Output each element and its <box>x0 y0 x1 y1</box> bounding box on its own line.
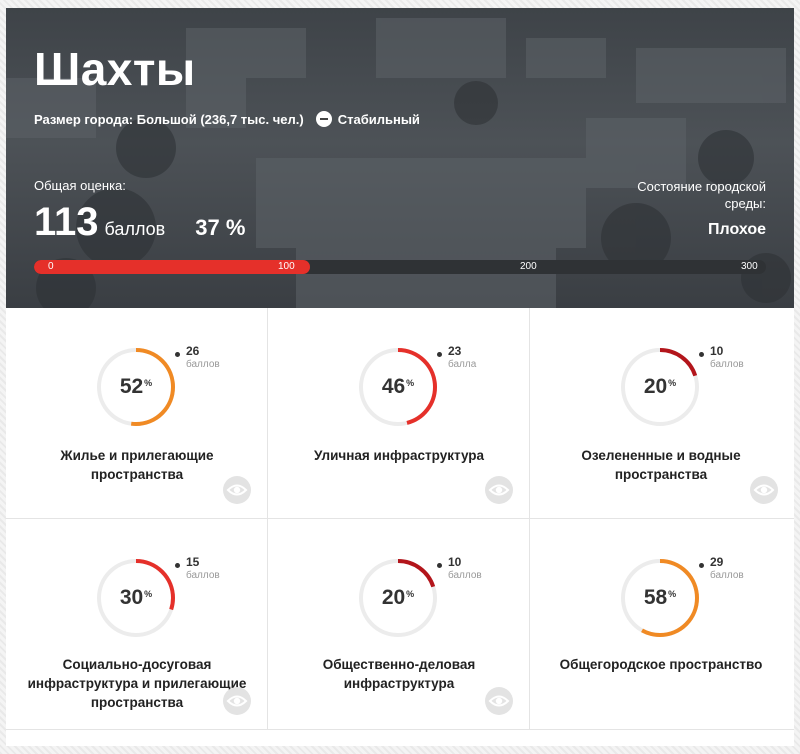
scale-tick-100: 100 <box>278 261 295 272</box>
category-percent-value: 46 <box>381 375 406 398</box>
category-points: 23 <box>448 344 462 358</box>
eye-icon[interactable] <box>223 476 251 504</box>
city-size-line: Размер города: Большой (236,7 тыс. чел.)… <box>34 111 420 127</box>
progress-ring-arc <box>97 559 175 637</box>
category-percent: 20% <box>618 345 702 429</box>
points-bullet-icon <box>437 563 442 568</box>
progress-ring-arc <box>621 348 699 426</box>
progress-ring-arc <box>359 559 437 637</box>
city-trend: Стабильный <box>337 111 420 127</box>
category-percent: 52% <box>94 345 178 429</box>
city-name: Шахты <box>34 43 196 95</box>
points-bullet-icon <box>175 352 180 357</box>
category-points-unit: баллов <box>186 570 220 581</box>
category-points-unit: балла <box>448 359 477 370</box>
category-percent: 46% <box>356 345 440 429</box>
city-header: Шахты Размер города: Большой (236,7 тыс.… <box>6 8 794 308</box>
scale-tick-0: 0 <box>48 261 54 272</box>
progress-ring-arc <box>621 559 699 637</box>
eye-icon[interactable] <box>750 476 778 504</box>
overall-score-unit: баллов <box>104 219 166 239</box>
category-progress-ring <box>97 348 175 426</box>
category-progress-ring <box>621 559 699 637</box>
category-card-public-business[interactable]: 20% 10 баллов Общественно-деловая инфрастру… <box>268 519 530 730</box>
points-bullet-icon <box>699 352 704 357</box>
percent-sign: % <box>668 378 677 388</box>
category-progress-ring <box>359 348 437 426</box>
category-points: 26 <box>186 344 200 358</box>
category-percent-value: 58 <box>643 586 668 609</box>
eye-icon[interactable] <box>223 687 251 715</box>
points-bullet-icon <box>437 352 442 357</box>
category-points: 10 <box>448 555 462 569</box>
eye-icon[interactable] <box>485 687 513 715</box>
eye-icon[interactable] <box>485 476 513 504</box>
scale-tick-300: 300 <box>741 261 758 272</box>
percent-sign: % <box>144 378 153 388</box>
points-bullet-icon <box>699 563 704 568</box>
category-progress-ring <box>97 559 175 637</box>
category-progress-ring <box>359 559 437 637</box>
category-card-green-water[interactable]: 20% 10 баллов Озелененные и водные простран… <box>530 308 794 519</box>
category-percent-value: 20 <box>643 375 668 398</box>
score-scale-bar: 0 100 200 300 <box>34 260 766 274</box>
category-percent: 30% <box>94 556 178 640</box>
progress-ring-arc <box>359 348 437 426</box>
category-percent: 58% <box>618 556 702 640</box>
category-grid: 52% 26 баллов Жилье и прилегающие пространс… <box>6 308 794 746</box>
category-title: Общегородское пространство <box>559 657 763 672</box>
category-progress-ring <box>621 348 699 426</box>
category-points-unit: баллов <box>710 359 744 370</box>
category-card-social-leisure[interactable]: 30% 15 баллов Социально-досуговая инфрастру… <box>6 519 268 730</box>
category-points: 10 <box>710 344 724 358</box>
category-points: 29 <box>710 555 724 569</box>
category-card-citywide[interactable]: 58% 29 баллов Общегородское пространство <box>530 519 794 730</box>
scale-tick-200: 200 <box>520 261 537 272</box>
category-points-unit: баллов <box>710 570 744 581</box>
category-points: 15 <box>186 555 200 569</box>
city-rating-widget: Шахты Размер города: Большой (236,7 тыс.… <box>6 8 794 746</box>
category-card-street-infra[interactable]: 46% 23 балла Уличная инфраструктура <box>268 308 530 519</box>
environment-state-value: Плохое <box>708 221 766 238</box>
category-title: Общественно-деловая инфраструктура <box>322 657 476 691</box>
points-bullet-icon <box>175 563 180 568</box>
category-percent-value: 30 <box>119 586 144 609</box>
category-title: Уличная инфраструктура <box>313 448 485 463</box>
category-title: Озелененные и водные пространства <box>581 448 741 482</box>
category-title: Социально-досуговая инфраструктура и при… <box>27 657 247 710</box>
category-percent: 20% <box>356 556 440 640</box>
environment-state-label: Состояние городской среды: <box>637 179 766 211</box>
category-points-unit: баллов <box>448 570 482 581</box>
percent-sign: % <box>144 589 153 599</box>
score-scale-fill <box>34 260 310 274</box>
category-points-unit: баллов <box>186 359 220 370</box>
percent-sign: % <box>406 378 415 388</box>
percent-sign: % <box>668 589 677 599</box>
overall-score-value: 113 <box>34 200 99 244</box>
minus-circle-icon <box>315 111 332 127</box>
category-percent-value: 20 <box>381 586 406 609</box>
overall-score-label: Общая оценка: <box>34 178 126 193</box>
category-card-housing[interactable]: 52% 26 баллов Жилье и прилегающие пространс… <box>6 308 268 519</box>
category-percent-value: 52 <box>119 375 144 398</box>
progress-ring-arc <box>97 348 175 426</box>
city-size-label: Размер города: Большой (236,7 тыс. чел.) <box>34 111 304 127</box>
overall-score: 113 баллов 37 % <box>34 200 245 245</box>
aerial-city-photo <box>6 18 791 308</box>
overall-score-percent: 37 % <box>195 215 246 240</box>
percent-sign: % <box>406 589 415 599</box>
category-title: Жилье и прилегающие пространства <box>60 448 214 482</box>
